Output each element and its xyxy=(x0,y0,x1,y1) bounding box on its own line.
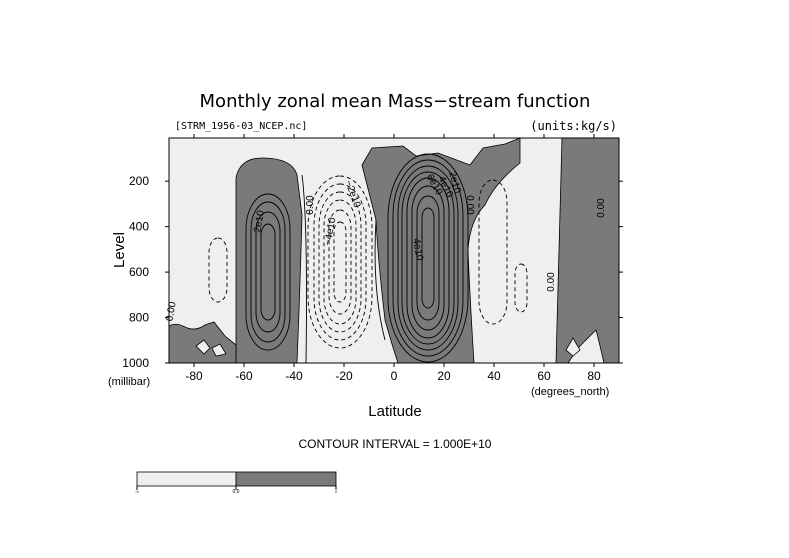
colorbar-label-max: ∞ xyxy=(335,489,338,494)
positive-region xyxy=(555,138,619,363)
y-axis-label: Level xyxy=(111,232,128,268)
positive-contour xyxy=(401,171,455,345)
colorbar-negative-swatch xyxy=(136,471,237,487)
positive-contour xyxy=(416,195,440,321)
negative-contour xyxy=(313,183,367,341)
negative-contour xyxy=(514,263,528,313)
x-tick-label: 80 xyxy=(587,369,601,383)
negative-pocket xyxy=(195,339,211,355)
contour-label: −4e10 xyxy=(323,216,339,246)
filled-contours xyxy=(169,138,619,363)
contour-label: 0.00 xyxy=(464,195,475,215)
negative-contour xyxy=(328,209,352,315)
x-tick-label: 40 xyxy=(487,369,501,383)
positive-contour xyxy=(260,223,276,321)
positive-contour xyxy=(387,153,469,363)
colorbar-label-min: -∞ xyxy=(135,489,139,494)
positive-region xyxy=(361,138,521,363)
contour-label: 4e10 xyxy=(410,238,425,262)
positive-contour xyxy=(255,211,281,333)
x-tick-label: -60 xyxy=(235,369,253,383)
x-tick-label: -40 xyxy=(285,369,303,383)
contour-label: 0.00 xyxy=(164,301,178,323)
positive-contour xyxy=(245,193,291,351)
y-tick-label: 1000 xyxy=(122,356,149,370)
y-tick-label: 200 xyxy=(129,174,149,188)
contour-label: 0.00 xyxy=(596,198,607,218)
x-tick-label: 20 xyxy=(437,369,451,383)
colorbar-positive-swatch xyxy=(235,471,337,487)
contour-label: 0.00 xyxy=(305,195,316,215)
y-tick-label: 800 xyxy=(129,311,149,325)
file-label: [STRM_1956-03_NCEP.nc] xyxy=(175,121,307,132)
positive-contour xyxy=(411,185,445,331)
y-axis-ticks: 200 400 600 800 1000 xyxy=(122,174,623,370)
contour-label: 0.00 xyxy=(546,272,557,292)
positive-contour xyxy=(397,165,459,351)
positive-contour xyxy=(421,207,435,309)
zero-contour xyxy=(374,219,386,341)
x-tick-label: -20 xyxy=(335,369,353,383)
x-tick-label: -80 xyxy=(185,369,203,383)
zero-contour xyxy=(301,174,307,363)
negative-pocket xyxy=(565,337,581,357)
x-axis-ticks: -80 -60 -40 -20 0 20 40 60 80 xyxy=(185,134,601,383)
x-tick-label: 60 xyxy=(537,369,551,383)
x-tick-label: 0 xyxy=(391,369,398,383)
positive-contour xyxy=(392,159,464,357)
negative-contour xyxy=(478,179,508,325)
x-units-label: (degrees_north) xyxy=(531,386,609,398)
contour-label: 2e10 xyxy=(252,209,267,233)
contour-lines xyxy=(208,153,528,363)
positive-region xyxy=(235,157,303,363)
negative-contour xyxy=(333,221,347,303)
positive-contour xyxy=(250,201,286,343)
y-tick-label: 600 xyxy=(129,265,149,279)
negative-contour xyxy=(318,191,362,333)
plot-area: 0.002e10−2e10−4e104e102e104e106e100.000.… xyxy=(164,137,620,364)
units-label: (units:kg/s) xyxy=(530,119,617,133)
y-tick-label: 400 xyxy=(129,220,149,234)
colorbar-label-zero: 0.0 xyxy=(233,489,240,495)
negative-contour xyxy=(307,175,373,349)
contour-interval-note: CONTOUR INTERVAL = 1.000E+10 xyxy=(299,437,492,451)
negative-pocket xyxy=(211,343,227,357)
x-axis-label: Latitude xyxy=(368,403,421,420)
y-units-label: (millibar) xyxy=(108,376,150,388)
colorbar: -∞ 0.0 ∞ xyxy=(135,471,338,495)
negative-contour xyxy=(323,199,357,325)
positive-contour xyxy=(406,177,450,339)
negative-contour xyxy=(208,237,228,303)
chart-title: Monthly zonal mean Mass−stream function xyxy=(200,91,591,112)
